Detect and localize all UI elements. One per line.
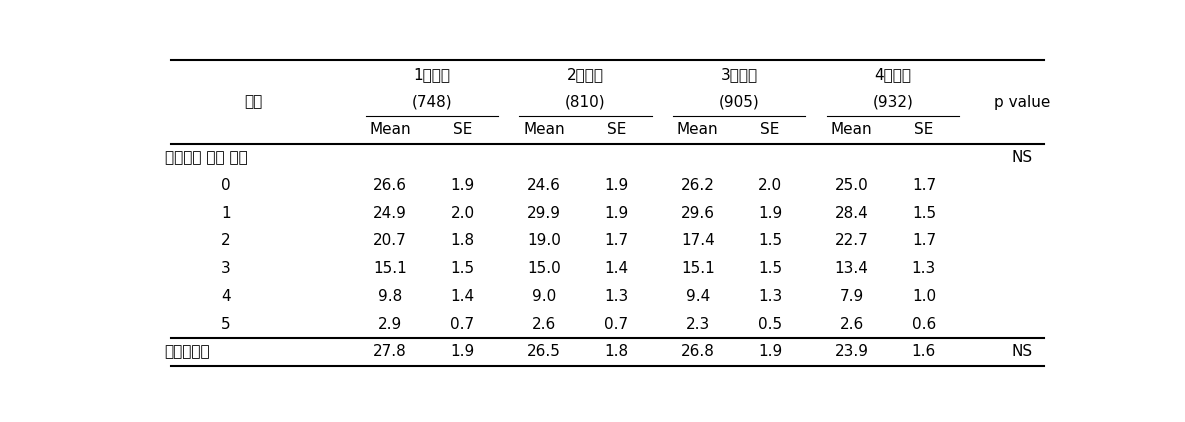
Text: 3: 3 [222, 261, 231, 276]
Text: 1.9: 1.9 [604, 206, 628, 221]
Text: 0.6: 0.6 [911, 316, 936, 332]
Text: 1.3: 1.3 [758, 289, 782, 304]
Text: 1.5: 1.5 [450, 261, 474, 276]
Text: 3사분위: 3사분위 [720, 67, 758, 82]
Text: 15.0: 15.0 [527, 261, 561, 276]
Text: 2.6: 2.6 [839, 316, 864, 332]
Text: 19.0: 19.0 [527, 233, 561, 249]
Text: 0.5: 0.5 [758, 316, 782, 332]
Text: SE: SE [607, 122, 626, 137]
Text: 0.7: 0.7 [450, 316, 474, 332]
Text: 26.6: 26.6 [373, 178, 408, 193]
Text: 7.9: 7.9 [839, 289, 864, 304]
Text: 17.4: 17.4 [681, 233, 715, 249]
Text: 1.8: 1.8 [450, 233, 474, 249]
Text: 2: 2 [222, 233, 231, 249]
Text: 9.8: 9.8 [378, 289, 402, 304]
Text: 1.0: 1.0 [912, 289, 936, 304]
Text: 1사분위: 1사분위 [414, 67, 450, 82]
Text: Mean: Mean [370, 122, 411, 137]
Text: 1.9: 1.9 [450, 344, 474, 360]
Text: 1.5: 1.5 [912, 206, 936, 221]
Text: 0.7: 0.7 [604, 316, 628, 332]
Text: 27.8: 27.8 [373, 344, 406, 360]
Text: Mean: Mean [523, 122, 565, 137]
Text: 2.0: 2.0 [758, 178, 782, 193]
Text: 4: 4 [222, 289, 231, 304]
Text: 1.9: 1.9 [758, 344, 782, 360]
Text: p value: p value [994, 95, 1051, 110]
Text: 15.1: 15.1 [681, 261, 715, 276]
Text: 대사증후군: 대사증후군 [165, 344, 210, 360]
Text: 4사분위: 4사분위 [875, 67, 911, 82]
Text: 0: 0 [222, 178, 231, 193]
Text: 9.4: 9.4 [686, 289, 710, 304]
Text: (932): (932) [872, 95, 914, 110]
Text: Mean: Mean [677, 122, 718, 137]
Text: 위험요인 보유 갯수: 위험요인 보유 갯수 [165, 150, 248, 165]
Text: (905): (905) [719, 95, 760, 110]
Text: 1.7: 1.7 [604, 233, 628, 249]
Text: 1.9: 1.9 [450, 178, 474, 193]
Text: 22.7: 22.7 [834, 233, 869, 249]
Text: 13.4: 13.4 [834, 261, 869, 276]
Text: 항목: 항목 [244, 95, 263, 110]
Text: 1.7: 1.7 [912, 178, 936, 193]
Text: 1.8: 1.8 [604, 344, 628, 360]
Text: 29.9: 29.9 [527, 206, 561, 221]
Text: 1.4: 1.4 [450, 289, 474, 304]
Text: 26.5: 26.5 [527, 344, 561, 360]
Text: 2.0: 2.0 [450, 206, 474, 221]
Text: 26.2: 26.2 [681, 178, 715, 193]
Text: 25.0: 25.0 [834, 178, 869, 193]
Text: (810): (810) [565, 95, 606, 110]
Text: 1.7: 1.7 [912, 233, 936, 249]
Text: 26.8: 26.8 [681, 344, 715, 360]
Text: NS: NS [1012, 150, 1033, 165]
Text: 1.9: 1.9 [604, 178, 628, 193]
Text: 1.3: 1.3 [604, 289, 628, 304]
Text: 1.9: 1.9 [758, 206, 782, 221]
Text: 9.0: 9.0 [532, 289, 556, 304]
Text: SE: SE [915, 122, 934, 137]
Text: 1.3: 1.3 [911, 261, 936, 276]
Text: 29.6: 29.6 [681, 206, 715, 221]
Text: 1: 1 [222, 206, 231, 221]
Text: 2.3: 2.3 [686, 316, 710, 332]
Text: NS: NS [1012, 344, 1033, 360]
Text: 5: 5 [222, 316, 231, 332]
Text: 28.4: 28.4 [834, 206, 869, 221]
Text: 2.9: 2.9 [378, 316, 402, 332]
Text: Mean: Mean [831, 122, 872, 137]
Text: 24.6: 24.6 [527, 178, 561, 193]
Text: 1.4: 1.4 [604, 261, 628, 276]
Text: 24.9: 24.9 [373, 206, 408, 221]
Text: 2.6: 2.6 [532, 316, 556, 332]
Text: 23.9: 23.9 [834, 344, 869, 360]
Text: 15.1: 15.1 [373, 261, 406, 276]
Text: 20.7: 20.7 [373, 233, 406, 249]
Text: SE: SE [761, 122, 780, 137]
Text: SE: SE [453, 122, 472, 137]
Text: 1.5: 1.5 [758, 233, 782, 249]
Text: 1.5: 1.5 [758, 261, 782, 276]
Text: 2사분위: 2사분위 [566, 67, 604, 82]
Text: 1.6: 1.6 [911, 344, 936, 360]
Text: (748): (748) [411, 95, 451, 110]
